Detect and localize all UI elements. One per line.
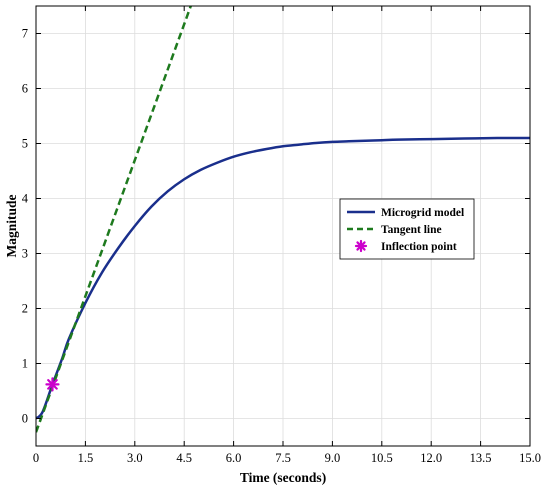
legend-label-inflection-point: Inflection point: [381, 241, 457, 253]
x-tick-label: 13.5: [470, 451, 492, 465]
x-tick-label: 3.0: [127, 451, 143, 465]
legend-swatch-inflection-point: [354, 239, 368, 253]
inflection-point-marker: [45, 377, 60, 392]
legend-label-microgrid-model: Microgrid model: [381, 207, 464, 219]
y-tick-label: 0: [22, 412, 28, 426]
y-tick-label: 6: [22, 82, 28, 96]
legend: Microgrid model Tangent line Inflection …: [339, 198, 475, 260]
x-tick-label: 15.0: [519, 451, 541, 465]
y-tick-label: 2: [22, 302, 28, 316]
data-series: [36, 6, 530, 433]
x-tick-label: 12.0: [420, 451, 442, 465]
y-tick-label: 7: [22, 27, 28, 41]
x-tick-label: 4.5: [176, 451, 192, 465]
y-tick-label: 4: [22, 192, 29, 206]
x-tick-label: 9.0: [325, 451, 341, 465]
y-tick-label: 1: [22, 357, 28, 371]
y-tick-label: 5: [22, 137, 28, 151]
x-tick-label: 6.0: [226, 451, 242, 465]
inflection-point-legend-star: [354, 239, 368, 253]
x-tick-label: 1.5: [78, 451, 94, 465]
axis-ticks: 0 1.5 3.0 4.5 6.0 7.5 9.0 10.5 12.0 13.5 15.0 0 1 2 3 4…: [22, 6, 541, 465]
x-axis-label: Time (seconds): [240, 470, 326, 485]
y-tick-label: 3: [22, 247, 28, 261]
x-tick-label: 0: [33, 451, 39, 465]
x-tick-label: 7.5: [275, 451, 291, 465]
legend-label-tangent-line: Tangent line: [381, 224, 442, 236]
tangent-line-series: [36, 6, 192, 433]
y-axis-label: Magnitude: [4, 194, 19, 257]
x-tick-label: 10.5: [371, 451, 393, 465]
